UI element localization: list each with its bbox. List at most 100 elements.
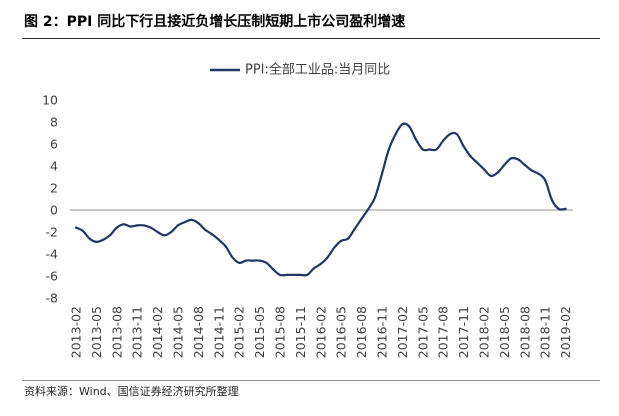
data-point (435, 148, 438, 151)
data-point (217, 238, 220, 241)
y-tick-label: -2 (46, 225, 58, 240)
data-point (353, 227, 356, 230)
data-point (231, 256, 234, 259)
data-point (326, 256, 329, 259)
data-point (333, 246, 336, 249)
data-point (149, 226, 152, 229)
data-point (312, 267, 316, 270)
data-point (367, 207, 370, 210)
data-point (238, 261, 241, 264)
data-point (190, 218, 193, 221)
x-tick-label: 2018-08 (517, 306, 532, 358)
data-point (401, 123, 404, 126)
x-tick-label: 2016-02 (313, 306, 328, 358)
data-point (523, 163, 526, 166)
x-tick-label: 2013-05 (89, 306, 104, 358)
data-point (258, 259, 261, 262)
x-tick-label: 2016-08 (354, 306, 369, 358)
data-point (115, 226, 118, 229)
data-point (285, 273, 288, 276)
data-point (278, 273, 282, 276)
data-point (129, 225, 132, 228)
x-tick-label: 2015-11 (293, 306, 308, 358)
data-point (469, 155, 472, 158)
y-tick-label: 4 (50, 159, 58, 174)
series-line-ppi (74, 122, 567, 277)
data-point (102, 238, 105, 241)
x-tick-label: 2018-11 (538, 306, 553, 358)
data-point (476, 161, 479, 164)
x-tick-label: 2019-02 (558, 306, 573, 358)
data-point (503, 163, 506, 166)
data-point (176, 224, 180, 227)
x-tick-label: 2013-08 (109, 306, 124, 358)
data-point (299, 273, 302, 276)
caption-divider (22, 38, 600, 39)
data-point (204, 228, 207, 231)
x-tick-label: 2015-05 (252, 306, 267, 358)
y-tick-label: 8 (50, 115, 58, 130)
data-point (428, 148, 431, 151)
y-tick-label: -6 (46, 269, 59, 284)
x-tick-label: 2014-11 (211, 306, 226, 358)
data-point (265, 261, 268, 264)
source-note: 资料来源：Wind、国信证券经济研究所整理 (24, 385, 239, 398)
data-point (408, 125, 411, 128)
x-tick-label: 2017-11 (456, 306, 471, 358)
data-point (292, 273, 295, 276)
x-tick-label: 2018-02 (477, 306, 492, 358)
source-divider (22, 380, 600, 381)
data-point (108, 234, 112, 237)
data-point (448, 133, 452, 136)
legend-label: PPI:全部工业品:当月同比 (245, 62, 390, 78)
data-point (74, 226, 78, 229)
x-tick-label: 2017-08 (436, 306, 451, 358)
data-point (210, 233, 214, 236)
data-point (306, 273, 309, 276)
y-tick-label: 0 (50, 203, 58, 218)
x-tick-label: 2013-11 (130, 306, 145, 358)
data-point (564, 207, 567, 210)
data-point (442, 139, 445, 142)
data-point (394, 133, 397, 136)
data-point (170, 230, 173, 234)
data-point (550, 199, 554, 202)
x-tick-label: 2016-05 (334, 306, 349, 358)
y-axis-tick-labels: 10 8 6 4 2 0 -2 -4 -6 -8 (42, 93, 58, 306)
series-data-points (74, 123, 567, 276)
x-tick-label: 2017-05 (415, 306, 430, 358)
data-point (244, 259, 248, 262)
data-point (272, 268, 275, 271)
data-point (462, 145, 465, 148)
data-point (360, 217, 363, 220)
x-tick-label: 2014-05 (171, 306, 186, 358)
data-point (530, 169, 533, 172)
data-point (319, 262, 322, 265)
data-point (380, 172, 384, 175)
data-point (374, 195, 377, 198)
data-point (340, 239, 343, 242)
data-point (387, 148, 390, 151)
data-point (95, 240, 98, 243)
data-point (421, 148, 424, 151)
data-point (156, 230, 159, 234)
data-point (163, 234, 166, 237)
data-point (346, 237, 350, 240)
data-point (81, 229, 84, 232)
y-tick-label: 10 (42, 93, 58, 108)
y-tick-label: -8 (46, 291, 59, 306)
y-tick-label: 2 (50, 181, 58, 196)
data-point (197, 222, 200, 225)
data-point (183, 221, 186, 224)
data-point (516, 158, 520, 161)
data-point (251, 259, 254, 262)
data-point (489, 174, 492, 177)
data-point (510, 157, 513, 160)
y-tick-label: -4 (46, 247, 59, 262)
data-point (142, 224, 146, 227)
data-point (224, 245, 227, 248)
data-point (122, 223, 125, 226)
data-point (136, 224, 139, 227)
